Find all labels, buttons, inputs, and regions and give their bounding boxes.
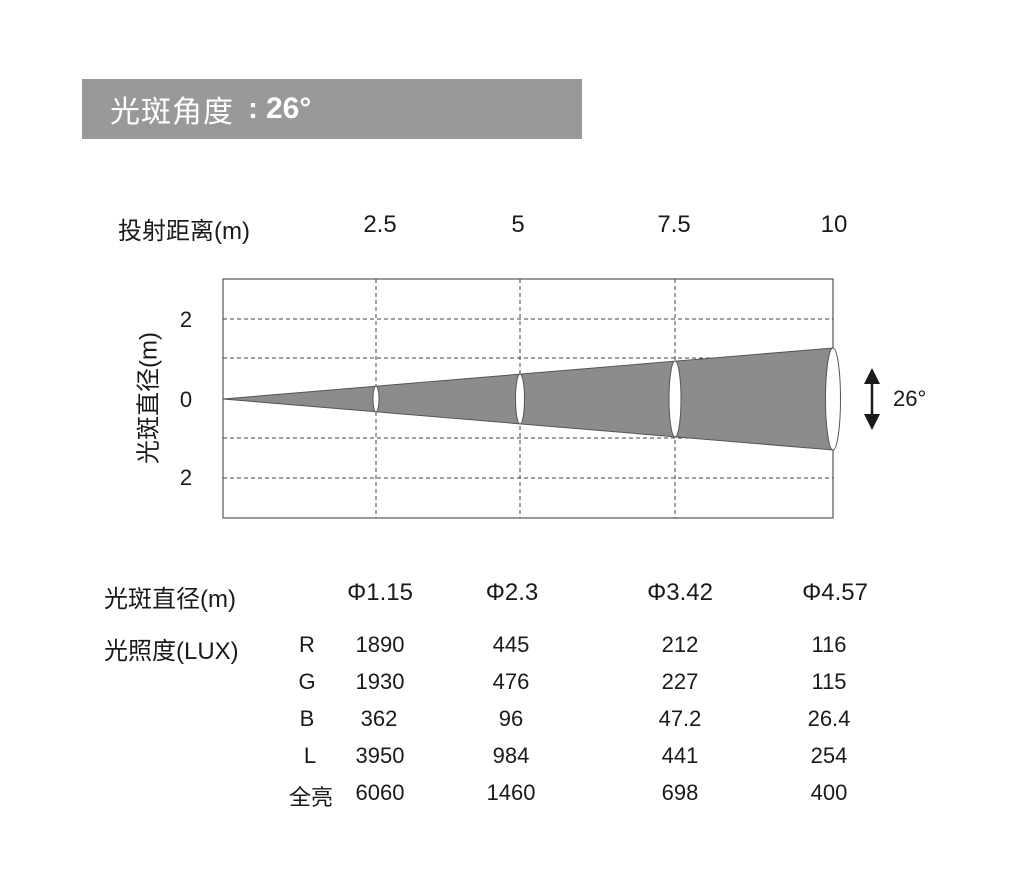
title-banner: 光斑角度 : 26° bbox=[82, 79, 582, 139]
cell-full-3: 698 bbox=[661, 780, 699, 805]
cell-r-3: 212 bbox=[661, 632, 699, 657]
beam-section-5 bbox=[515, 373, 525, 425]
cell-full-2: 1460 bbox=[486, 780, 536, 805]
y-tick-top: 2 bbox=[179, 307, 193, 332]
cell-g-3: 227 bbox=[661, 669, 699, 694]
beam-section-2-5 bbox=[372, 385, 380, 413]
cell-r-2: 445 bbox=[492, 632, 530, 657]
cell-b-3: 47.2 bbox=[658, 706, 702, 731]
page-title: 光斑角度 bbox=[110, 96, 234, 129]
diameter-1: Φ1.15 bbox=[347, 579, 413, 606]
diameter-label: 光斑直径(m) bbox=[104, 586, 236, 613]
arrow-head-down bbox=[864, 414, 880, 430]
cell-g-1: 1930 bbox=[355, 669, 405, 694]
distance-1: 2.5 bbox=[363, 211, 397, 238]
cell-l-1: 3950 bbox=[355, 743, 405, 768]
cell-g-2: 476 bbox=[492, 669, 530, 694]
cell-g-4: 115 bbox=[811, 669, 847, 694]
illuminance-label: 光照度(LUX) bbox=[104, 638, 239, 665]
cell-r-1: 1890 bbox=[355, 632, 405, 657]
distance-4: 10 bbox=[820, 211, 848, 238]
row-label-full: 全亮 bbox=[288, 785, 334, 810]
beam-section-7-5 bbox=[668, 360, 682, 438]
distance-2: 5 bbox=[511, 211, 525, 238]
cell-b-4: 26.4 bbox=[807, 706, 851, 731]
cell-full-1: 6060 bbox=[355, 780, 405, 805]
row-label-g: G bbox=[298, 669, 316, 694]
arrow-head-up bbox=[864, 368, 880, 384]
diameter-4: Φ4.57 bbox=[802, 579, 868, 606]
horizontal-gridlines bbox=[223, 318, 833, 479]
cell-b-2: 96 bbox=[498, 706, 524, 731]
diameter-2: Φ2.3 bbox=[485, 579, 539, 606]
beam-section-10 bbox=[825, 347, 841, 451]
distance-3: 7.5 bbox=[657, 211, 691, 238]
cell-b-1: 362 bbox=[360, 706, 398, 731]
cell-l-2: 984 bbox=[492, 743, 530, 768]
row-label-r: R bbox=[299, 632, 315, 657]
cell-l-3: 441 bbox=[661, 743, 699, 768]
distance-label: 投射距离(m) bbox=[118, 218, 250, 245]
cell-full-4: 400 bbox=[810, 780, 848, 805]
beam-angle-arrow bbox=[864, 368, 880, 430]
beam-angle-label: 26° bbox=[893, 386, 927, 411]
row-label-l: L bbox=[303, 743, 317, 768]
title-colon: : bbox=[248, 92, 258, 125]
cell-r-4: 116 bbox=[811, 632, 847, 657]
beam-angle-value: 26° bbox=[266, 92, 312, 125]
diameter-3: Φ3.42 bbox=[647, 579, 713, 606]
y-tick-zero: 0 bbox=[179, 387, 193, 412]
y-tick-bottom: 2 bbox=[179, 465, 193, 490]
cell-l-4: 254 bbox=[810, 743, 848, 768]
row-label-b: B bbox=[299, 706, 315, 731]
